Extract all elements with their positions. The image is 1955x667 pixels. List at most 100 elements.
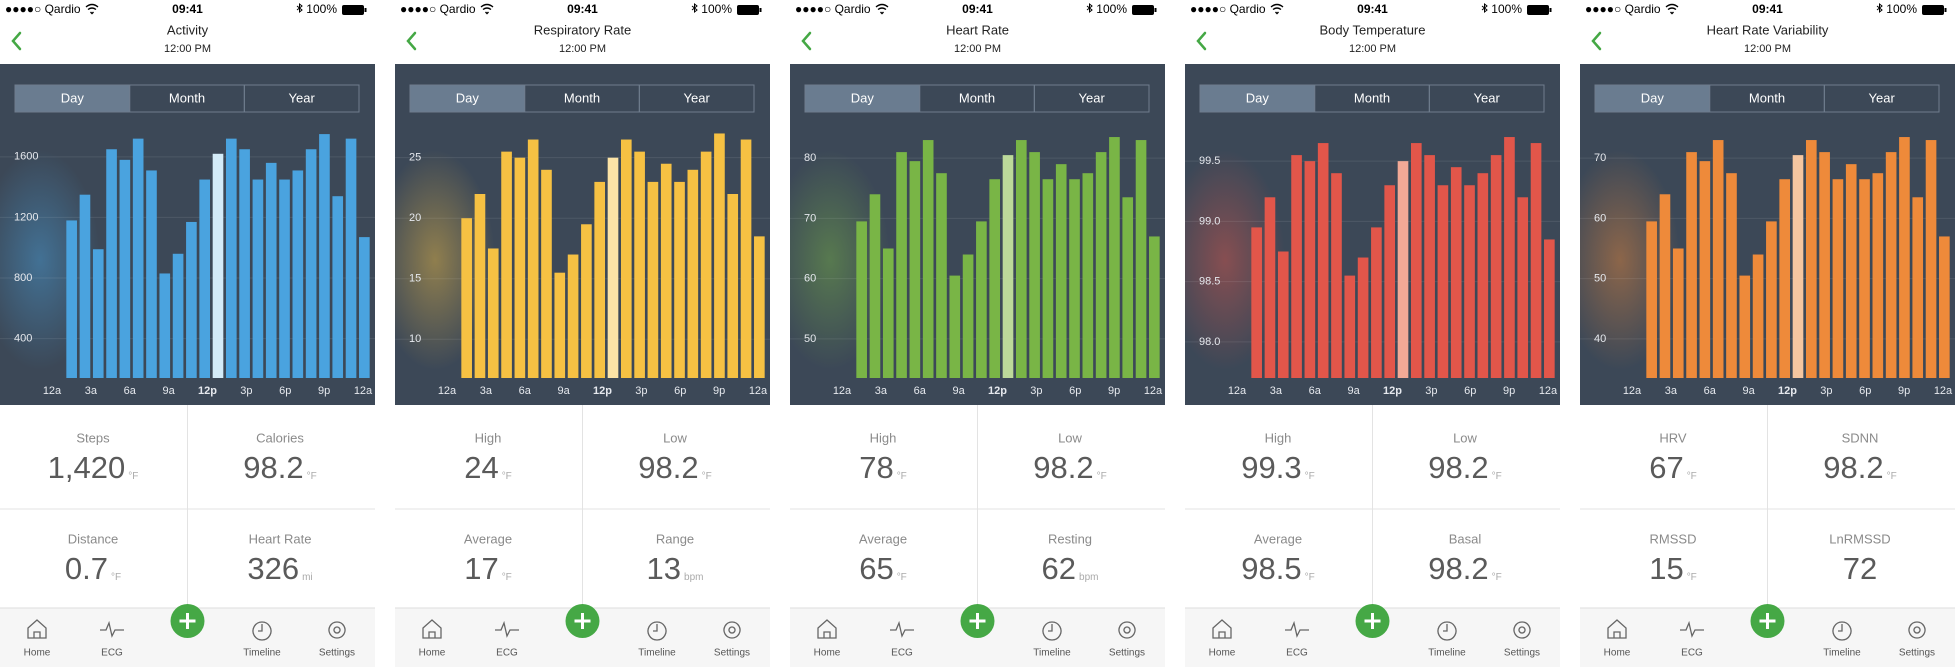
segment[interactable] (1199, 84, 1316, 113)
bar (869, 194, 881, 378)
tab-icon[interactable] (723, 621, 741, 639)
stat-number: 17 (464, 551, 498, 586)
y-tick-label: 70 (804, 212, 816, 224)
bar (922, 140, 934, 378)
bar (1859, 179, 1870, 378)
stat-value: 17 °F (464, 551, 512, 586)
bar (1002, 155, 1014, 378)
tab-icon[interactable] (1513, 621, 1531, 639)
bar (607, 157, 619, 378)
tab-label: Home (24, 648, 51, 659)
bar (949, 275, 961, 378)
wifi-icon (1270, 3, 1284, 15)
x-tick-label: 12a (354, 385, 373, 397)
stat-value: 98.2 °F (1823, 450, 1896, 485)
tab-icon[interactable] (328, 621, 346, 639)
stat-label: Low (1453, 430, 1477, 445)
segment[interactable] (409, 84, 526, 113)
bar (1659, 194, 1671, 378)
y-tick-label: 800 (14, 272, 32, 284)
x-tick-label: 12a (43, 385, 62, 397)
tab-icon[interactable] (252, 621, 272, 641)
bar (1277, 251, 1289, 378)
tab-icon[interactable] (422, 619, 442, 639)
segment[interactable] (1033, 84, 1150, 113)
stat-value: 78 °F (859, 450, 907, 485)
stat-label: Calories (256, 430, 304, 445)
x-tick-label: 12a (1539, 385, 1558, 397)
bar (1135, 140, 1147, 378)
tab-icon[interactable] (1285, 620, 1309, 638)
wifi-icon (1665, 3, 1679, 15)
stat-value: 15 °F (1649, 551, 1697, 586)
back-button[interactable] (406, 31, 417, 51)
tab-icon[interactable] (1212, 619, 1232, 639)
x-tick-label: 3a (85, 385, 98, 397)
tab-icon[interactable] (1437, 621, 1457, 641)
bar (1899, 137, 1910, 378)
bar (92, 249, 104, 378)
status-bar (790, 0, 1165, 64)
segment[interactable] (1428, 84, 1545, 113)
back-button[interactable] (1591, 31, 1602, 51)
bar (1464, 185, 1475, 378)
segment[interactable] (1823, 84, 1940, 113)
tab-icon[interactable] (1832, 621, 1852, 641)
tab-icon[interactable] (1042, 621, 1062, 641)
segment-label: Month (169, 90, 205, 105)
stat-label: Basal (1449, 531, 1482, 546)
back-button[interactable] (11, 31, 22, 51)
stat-label: HRV (1659, 430, 1687, 445)
stat-number: 62 (1042, 551, 1076, 586)
x-tick-label: 12p (593, 385, 612, 397)
stat-value: 13 bpm (647, 551, 704, 586)
tab-icon[interactable] (1908, 621, 1926, 639)
segment[interactable] (804, 84, 921, 113)
tab-icon[interactable] (890, 620, 914, 638)
tab-icon[interactable] (1118, 621, 1136, 639)
bar (1149, 236, 1160, 378)
stat-value: 67 °F (1649, 450, 1697, 485)
tab-icon[interactable] (495, 620, 519, 638)
bar (1331, 173, 1342, 378)
stat-number: 13 (647, 551, 681, 586)
bar (1766, 221, 1777, 378)
tab-icon[interactable] (647, 621, 667, 641)
back-button[interactable] (801, 31, 812, 51)
bar (962, 254, 974, 378)
y-tick-label: 80 (804, 152, 816, 164)
tab-label: ECG (1681, 648, 1703, 659)
segment[interactable] (243, 84, 360, 113)
bar (501, 151, 512, 378)
tab-label: ECG (496, 648, 518, 659)
segment-label: Day (61, 90, 85, 105)
x-tick-label: 6a (1704, 385, 1717, 397)
stat-label: Average (464, 531, 512, 546)
bar (106, 149, 117, 378)
back-button[interactable] (1196, 31, 1207, 51)
bar (527, 139, 539, 378)
bar (239, 149, 250, 378)
stat-number: 98.2 (1823, 450, 1883, 485)
bar (1122, 197, 1134, 378)
tab-label: Settings (714, 648, 750, 659)
stat-unit: °F (897, 471, 907, 482)
stat-number: 67 (1649, 450, 1683, 485)
stat-number: 326 (247, 551, 299, 586)
tab-icon[interactable] (1607, 619, 1627, 639)
segment-label: Month (1354, 90, 1390, 105)
tab-icon[interactable] (27, 619, 47, 639)
segment[interactable] (638, 84, 755, 113)
nav-title: Activity (167, 22, 209, 37)
bar (1015, 140, 1027, 378)
x-tick-label: 12p (1778, 385, 1797, 397)
bar (119, 159, 131, 378)
bar (1792, 155, 1804, 378)
tab-icon[interactable] (100, 620, 124, 638)
x-tick-label: 6a (519, 385, 532, 397)
nav-title: Heart Rate (946, 22, 1009, 37)
segment[interactable] (14, 84, 131, 113)
y-tick-label: 60 (1594, 212, 1606, 224)
tab-icon[interactable] (817, 619, 837, 639)
tab-icon[interactable] (1680, 620, 1704, 638)
